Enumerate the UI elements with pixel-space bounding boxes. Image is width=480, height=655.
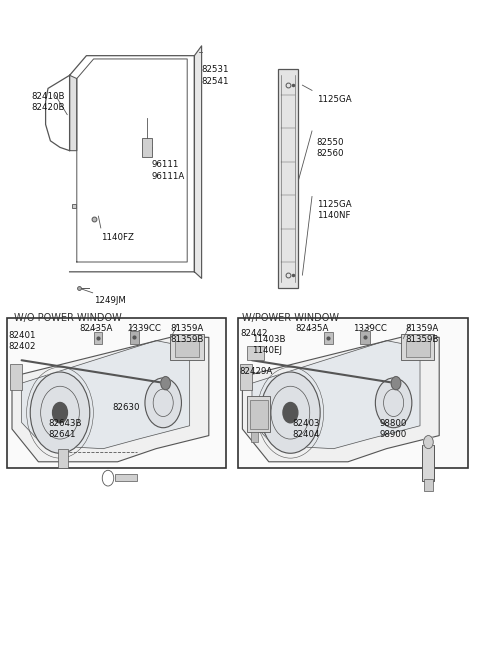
Bar — [58, 449, 68, 468]
Bar — [94, 332, 102, 344]
Circle shape — [53, 402, 67, 423]
Bar — [422, 445, 434, 481]
Polygon shape — [194, 46, 202, 278]
Text: 82401
82402: 82401 82402 — [9, 331, 36, 351]
Text: 82550
82560: 82550 82560 — [317, 138, 344, 158]
Polygon shape — [242, 337, 439, 462]
Bar — [175, 341, 199, 357]
Text: 82435A: 82435A — [295, 324, 329, 333]
Bar — [250, 400, 268, 429]
Circle shape — [375, 378, 412, 428]
Circle shape — [283, 402, 298, 423]
Text: 1339CC: 1339CC — [353, 324, 387, 333]
Polygon shape — [252, 341, 420, 449]
Text: 82435A: 82435A — [79, 324, 113, 333]
Text: W/POWER WINDOW: W/POWER WINDOW — [242, 313, 339, 323]
Bar — [406, 341, 430, 357]
Text: 81359A
81359B: 81359A 81359B — [170, 324, 204, 345]
Circle shape — [391, 377, 401, 390]
Polygon shape — [12, 337, 209, 462]
Bar — [324, 332, 333, 344]
Circle shape — [261, 372, 320, 453]
Text: 1125GA: 1125GA — [317, 95, 351, 104]
Circle shape — [30, 372, 90, 453]
Bar — [247, 346, 264, 360]
Text: 82410B
82420B: 82410B 82420B — [31, 92, 65, 112]
Bar — [10, 364, 22, 390]
Text: 82442: 82442 — [240, 329, 267, 338]
Text: 82643B
82641: 82643B 82641 — [48, 419, 82, 440]
Bar — [130, 331, 139, 344]
Text: 96111
96111A: 96111 96111A — [151, 160, 184, 181]
Bar — [247, 396, 270, 432]
Bar — [401, 334, 434, 360]
Text: 1140FZ: 1140FZ — [101, 233, 133, 242]
Bar — [115, 474, 137, 481]
Text: 82403
82404: 82403 82404 — [293, 419, 320, 440]
Bar — [251, 432, 258, 442]
Text: 98800
98900: 98800 98900 — [379, 419, 407, 440]
Circle shape — [161, 377, 170, 390]
Bar — [278, 69, 298, 288]
Text: 82429A: 82429A — [240, 367, 273, 376]
Text: 82630: 82630 — [113, 403, 140, 412]
Circle shape — [423, 436, 433, 449]
Circle shape — [145, 378, 181, 428]
Text: 1125GA
1140NF: 1125GA 1140NF — [317, 200, 351, 220]
Bar — [142, 138, 152, 157]
Text: 11403B
1140EJ: 11403B 1140EJ — [252, 335, 286, 356]
Polygon shape — [70, 75, 77, 151]
Text: 81359A
81359B: 81359A 81359B — [406, 324, 439, 345]
Text: 1249JM: 1249JM — [94, 296, 125, 305]
Text: 82531
82541: 82531 82541 — [202, 66, 229, 86]
Text: 1339CC: 1339CC — [127, 324, 161, 333]
Bar — [170, 334, 204, 360]
Bar — [7, 318, 226, 468]
Bar — [240, 364, 252, 390]
Bar — [360, 331, 370, 344]
Bar — [424, 479, 433, 491]
Polygon shape — [22, 341, 190, 449]
Bar — [238, 318, 468, 468]
Text: W/O POWER WINDOW: W/O POWER WINDOW — [14, 313, 122, 323]
